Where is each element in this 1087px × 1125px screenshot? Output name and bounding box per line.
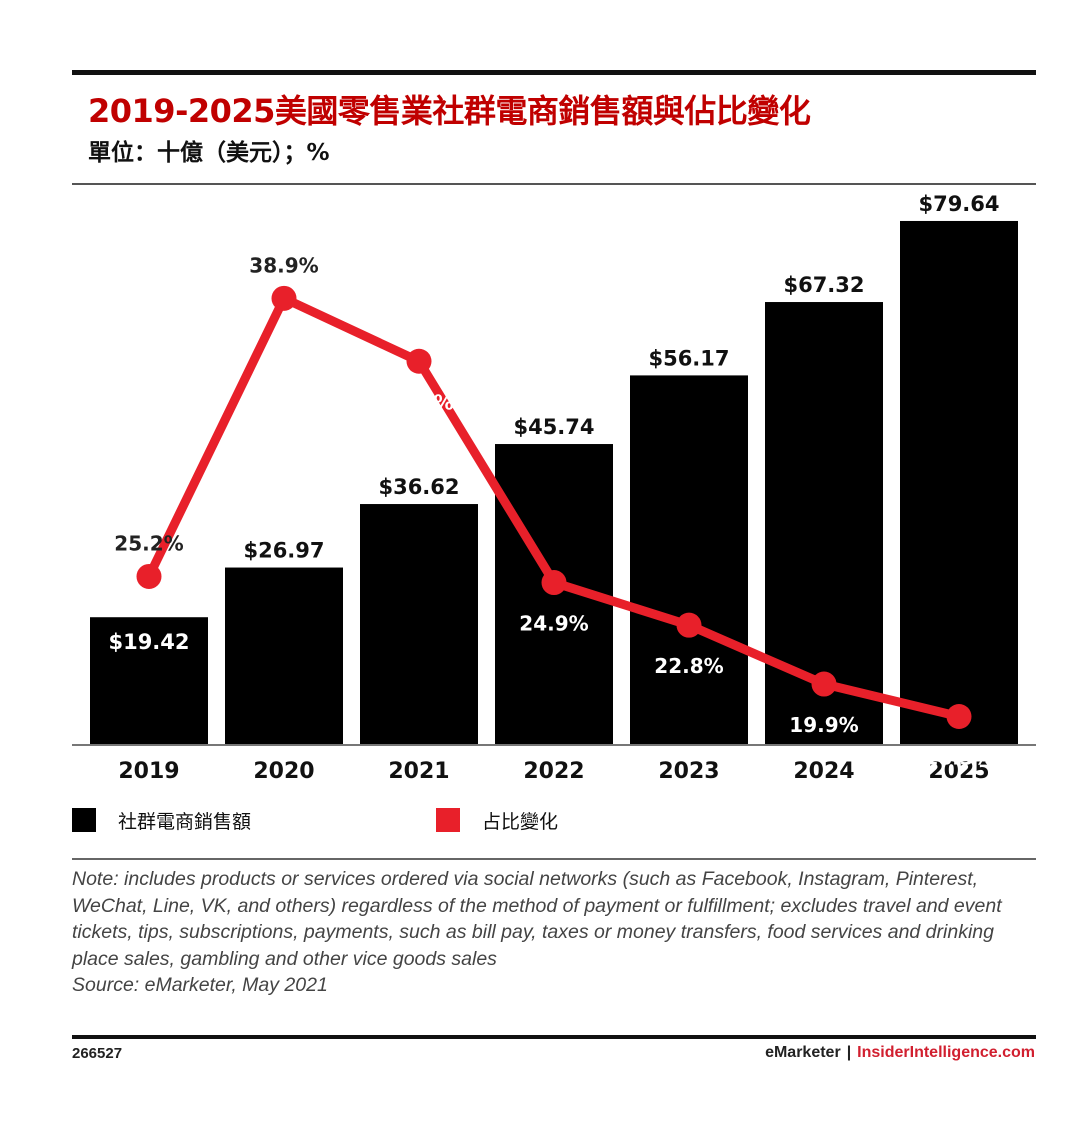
bar-2021 [360,504,478,745]
note-divider [72,858,1036,860]
legend-item-sales: 社群電商銷售額 [72,806,251,834]
chart-id: 266527 [72,1045,123,1062]
chart-plot: 2019 2020 2021 2022 2023 2024 2025 $19.42 $26.9… [72,192,1036,784]
data-labels-layer: $19.42 $26.97 $36.62 $45.74 $56.17 $67.32 $79.… [108,192,999,770]
bar-2025 [900,220,1018,745]
share-point-2022 [541,570,567,596]
bar-value-label-2023: $56.17 [648,346,729,370]
legend-swatch-sales [72,808,96,832]
x-tick-2021: 2021 [388,759,449,784]
x-tick-2020: 2020 [253,759,314,784]
bar-2023 [630,375,748,745]
chart-subtitle: 單位：十億（美元）；% [88,140,330,166]
chart-note: Note: includes products or services orde… [72,866,1036,999]
legend-item-share: 占比變化 [436,806,558,834]
brand-insider-intelligence: InsiderIntelligence.com [857,1044,1035,1061]
bar-value-label-2022: $45.74 [513,415,594,439]
note-source: Source: eMarketer, May 2021 [72,974,328,996]
bar-value-label-2021: $36.62 [378,475,459,499]
x-tick-2025: 2025 [928,759,989,784]
bars-layer [90,220,1018,745]
share-line-layer [136,285,972,730]
x-axis-ticks: 2019 2020 2021 2022 2023 2024 2025 [118,759,989,784]
header-divider [72,183,1036,185]
share-value-label-2020: 38.9% [249,253,318,277]
bar-value-label-2024: $67.32 [783,273,864,297]
share-value-label-2019: 25.2% [114,531,183,555]
bar-value-label-2019: $19.42 [108,630,189,654]
bar-2019 [90,617,208,745]
share-value-label-2023: 22.8% [654,654,723,678]
share-point-2021 [406,348,432,374]
share-value-label-2021: 35.8% [384,390,453,414]
bar-value-label-2025: $79.64 [918,192,999,216]
share-point-2019 [136,563,162,589]
brand-emarketer: eMarketer [765,1044,841,1061]
share-value-label-2024: 19.9% [789,713,858,737]
share-value-label-2025: 18.3% [924,746,993,770]
share-point-2025 [946,704,972,730]
x-tick-2019: 2019 [118,759,179,784]
chart-title: 2019-2025美國零售業社群電商銷售額與佔比變化 [88,92,811,130]
share-point-2024 [811,671,837,697]
note-text: Note: includes products or services orde… [72,868,1002,970]
share-point-2023 [676,612,702,638]
x-tick-2024: 2024 [793,759,854,784]
legend-swatch-share [436,808,460,832]
brand-separator: | [846,1044,852,1061]
share-point-2020 [271,285,297,311]
legend-label-share: 占比變化 [482,810,559,833]
legend-label-sales: 社群電商銷售額 [118,810,252,833]
x-tick-2022: 2022 [523,759,584,784]
footer-brand: eMarketer | InsiderIntelligence.com [765,1044,1035,1062]
bar-2020 [225,567,343,745]
share-value-label-2022: 24.9% [519,612,588,636]
bar-value-label-2020: $26.97 [243,539,324,563]
x-tick-2023: 2023 [658,759,719,784]
top-rule [72,70,1036,75]
footer-rule [72,1035,1036,1039]
